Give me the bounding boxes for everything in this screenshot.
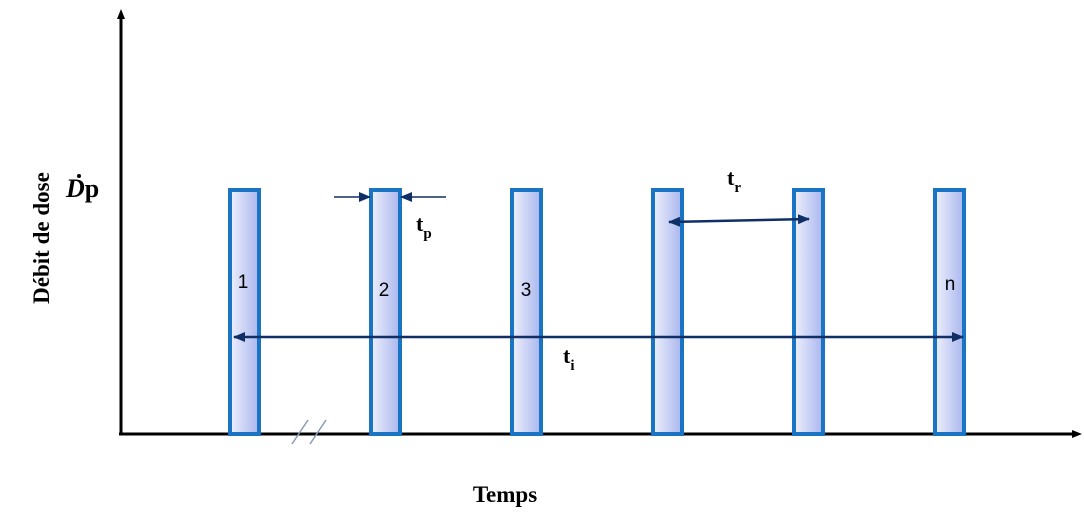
pulse-label-2: 2 xyxy=(379,280,390,301)
pulse-bar-3 xyxy=(510,188,543,436)
repetition-period-arrow xyxy=(668,214,810,227)
x-axis-label: Temps xyxy=(473,482,537,507)
pulse-group xyxy=(228,188,966,436)
pulse-label-n: n xyxy=(945,274,956,295)
pulse-width-label: tp xyxy=(416,211,432,242)
pulse-bar-1 xyxy=(228,188,261,436)
pulse-label-3: 3 xyxy=(521,280,532,301)
pulse-bar-2 xyxy=(369,188,402,436)
repetition-period-label: tr xyxy=(727,165,741,196)
dose-rate-subscript: p xyxy=(85,174,99,203)
dose-rate-label: Dp xyxy=(65,174,99,203)
y-axis-label: Débit de dose xyxy=(29,172,54,304)
pulse-bar-6 xyxy=(933,188,966,436)
pulse-label-1: 1 xyxy=(238,272,249,293)
svg-text:Dp: Dp xyxy=(65,174,99,203)
pulse-bar-4 xyxy=(651,188,684,436)
dose-rate-symbol: D xyxy=(65,174,85,203)
irradiation-time-label: ti xyxy=(563,343,575,374)
axis-break-mark xyxy=(291,419,327,445)
pulse-bar-5 xyxy=(792,188,825,436)
dose-rate-dot xyxy=(77,174,81,178)
